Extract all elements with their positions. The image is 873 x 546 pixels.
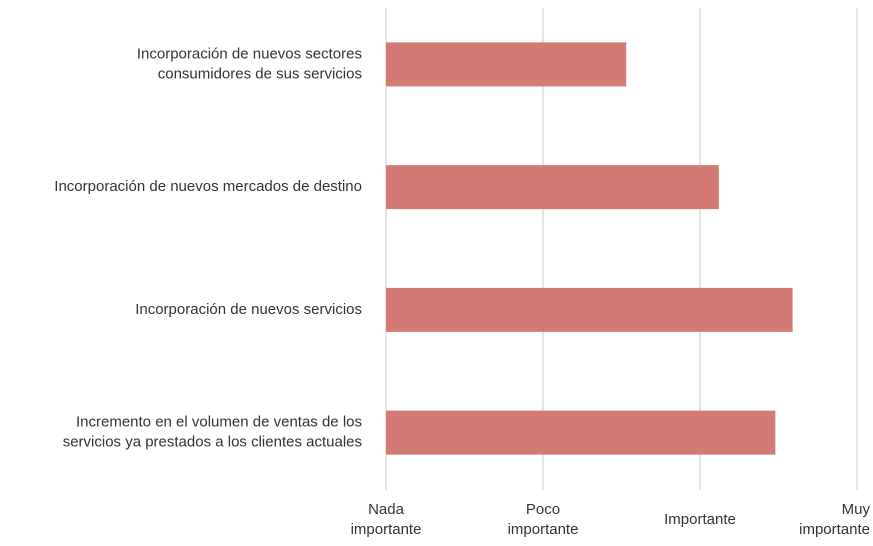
y-tick-label: Incremento en el volumen de ventas de lo…	[63, 414, 362, 451]
x-tick-label: Nada importante	[351, 501, 422, 538]
y-tick-label: Incorporación de nuevos mercados de dest…	[54, 178, 362, 195]
y-tick-label: Incorporación de nuevos servicios	[135, 301, 362, 318]
bar	[386, 42, 627, 87]
x-tick-label: Importante	[664, 511, 736, 528]
x-tick-label: Poco importante	[508, 501, 579, 538]
bar	[386, 410, 776, 455]
y-tick-label: Incorporación de nuevos sectores consumid…	[137, 45, 362, 82]
bar	[386, 287, 793, 332]
x-tick-label: Muy importante	[799, 501, 870, 538]
bar	[386, 165, 719, 210]
